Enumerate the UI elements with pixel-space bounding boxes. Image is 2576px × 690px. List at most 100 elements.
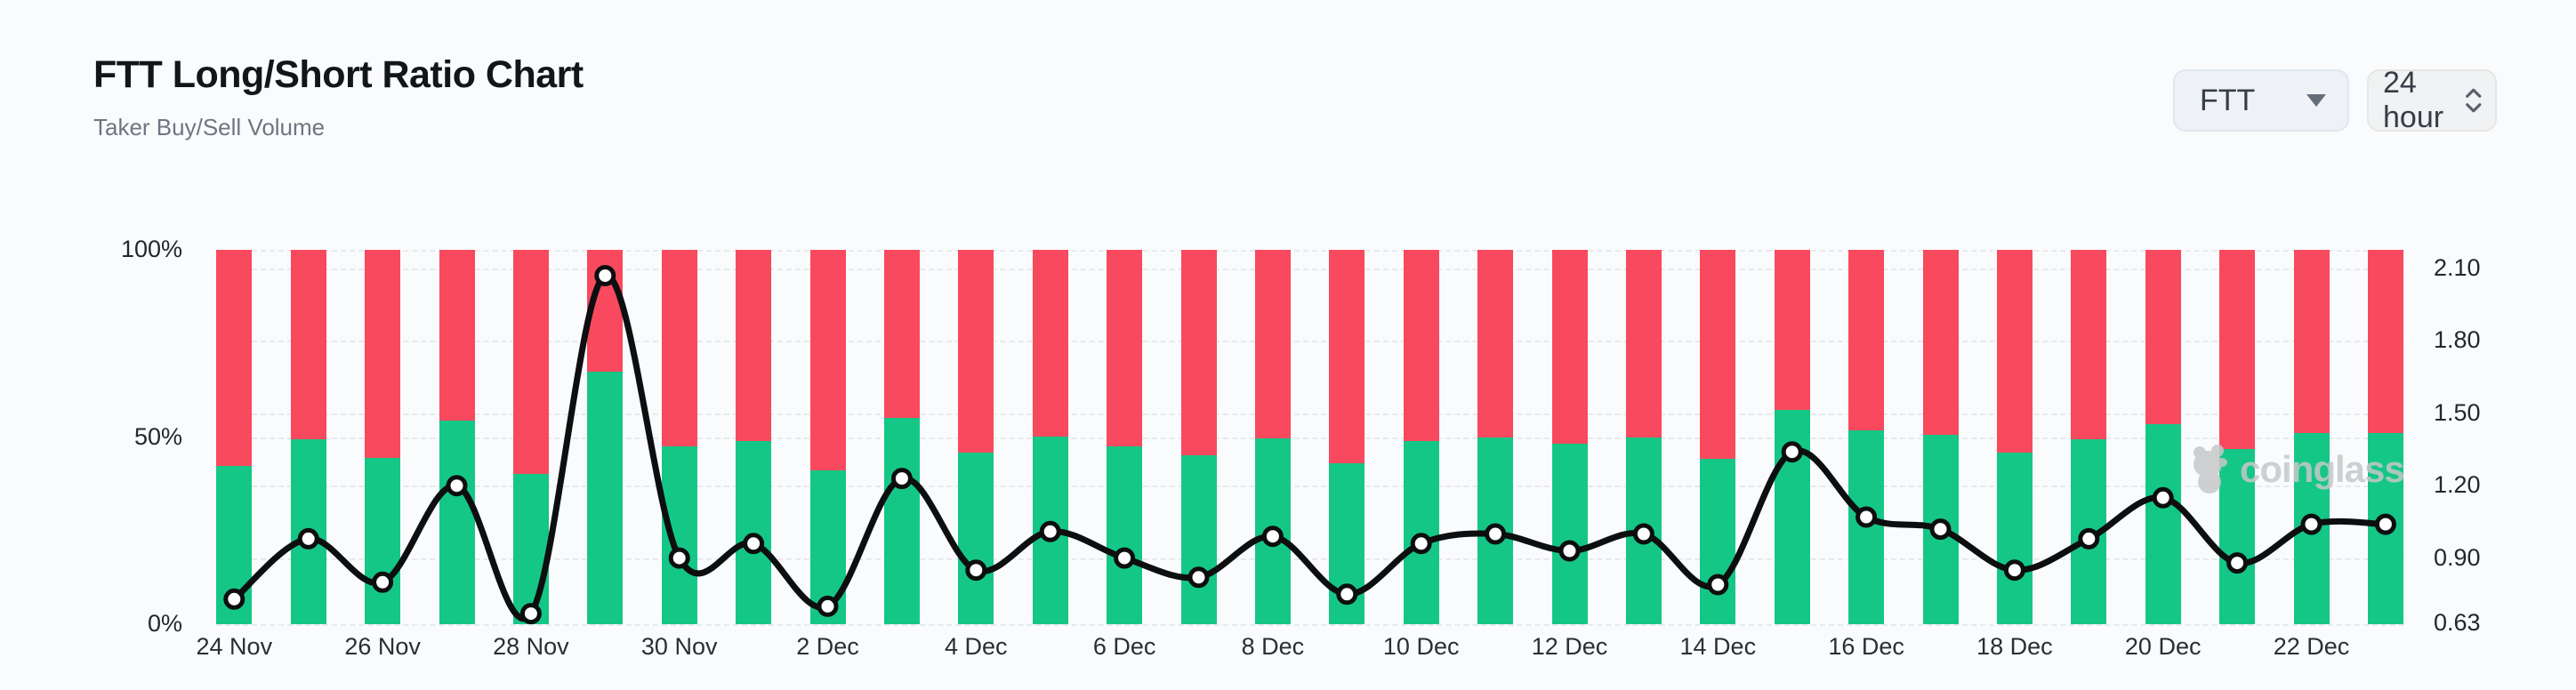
right-axis-tick: 1.20 [2434,471,2481,499]
ratio-point [1485,523,1507,545]
ratio-point [1261,526,1284,548]
ratio-line [230,272,2389,622]
caret-down-icon [2306,94,2326,107]
ratio-point [1929,518,1952,541]
short-segment [661,250,697,447]
long-segment [883,417,920,624]
short-segment [2293,250,2330,434]
volume-bar [736,250,772,624]
volume-bar [2145,250,2181,624]
chart-plot-area[interactable] [216,250,2404,626]
long-segment [439,420,475,624]
short-segment [1329,250,1365,464]
short-segment [2145,250,2181,424]
short-segment [958,250,994,453]
short-segment [736,250,772,441]
right-axis-tick: 0.90 [2434,543,2481,571]
coinglass-watermark: coinglass [2190,445,2405,494]
ratio-point [890,468,913,490]
interval-select-value: 24 hour [2383,66,2444,134]
short-segment [809,250,846,470]
x-axis-tick: 18 Dec [1976,633,2053,660]
x-axis-tick: 28 Nov [493,633,569,660]
short-segment [1403,250,1439,441]
left-axis-tick: 0% [147,610,182,637]
short-segment [439,250,475,421]
ratio-point [1856,506,1878,528]
ratio-point [668,547,690,569]
page-title: FTT Long/Short Ratio Chart [93,53,584,96]
ratio-point [594,265,616,286]
ratio-point [1336,583,1358,606]
x-axis-tick: 6 Dec [1092,633,1156,660]
right-axis-tick: 0.63 [2434,608,2481,636]
short-segment [1107,250,1143,447]
interval-select[interactable]: 24 hour [2367,66,2497,134]
up-down-chevrons-icon [2466,88,2482,113]
x-axis-tick: 26 Nov [344,633,421,660]
volume-bar [1180,250,1217,624]
short-segment [883,250,920,418]
ratio-point [1410,533,1432,555]
volume-bar [661,250,697,624]
right-axis-tick: 1.80 [2434,326,2481,354]
long-segment [958,452,994,624]
ratio-line-layer [223,265,2396,625]
short-segment [1180,250,1217,456]
x-axis-tick: 2 Dec [796,633,859,660]
ratio-point [2374,513,2396,535]
volume-bar [1700,250,1736,624]
ratio-point [446,475,468,497]
x-axis-tick: 8 Dec [1241,633,1305,660]
short-segment [1551,250,1588,445]
gridline [216,250,2404,252]
gridline [216,437,2404,439]
left-axis-tick: 100% [120,236,182,262]
x-axis-tick: 12 Dec [1531,633,1608,660]
x-axis-tick: 14 Dec [1679,633,1757,660]
ratio-point [297,527,319,550]
long-segment [512,474,549,624]
ratio-point [817,595,839,617]
short-segment [1032,250,1068,437]
x-axis-tick: 4 Dec [945,633,1008,660]
symbol-select-value: FTT [2200,83,2256,117]
gridline [216,341,2404,343]
symbol-select[interactable]: FTT [2173,69,2349,132]
volume-bar [2219,250,2256,624]
coinglass-bear-icon [2194,445,2227,493]
short-segment [1477,250,1514,437]
long-segment [1700,459,1736,624]
long-segment [2219,448,2256,624]
volume-bar [1551,250,1588,624]
ratio-point [372,571,394,593]
watermark-label: coinglass [2240,448,2405,490]
ratio-point [743,533,765,555]
right-axis-tick: 2.10 [2434,253,2481,281]
short-segment [1625,250,1662,437]
ratio-point [519,603,542,625]
ratio-point [965,559,987,582]
short-segment [1254,250,1291,438]
long-segment [587,372,624,624]
long-segment [365,458,401,624]
right-axis-tick: 1.50 [2434,398,2481,426]
ratio-point [2078,527,2100,550]
ratio-point [1039,520,1061,542]
short-segment [216,250,253,467]
short-segment [2367,250,2403,434]
x-axis-tick: 22 Dec [2273,633,2350,660]
gridline [216,485,2404,488]
x-axis-tick: 30 Nov [640,633,718,660]
x-axis-tick: 10 Dec [1382,633,1460,660]
short-segment [1996,250,2033,453]
ratio-point [1632,523,1654,545]
ratio-point [2152,486,2174,509]
volume-bar [1996,250,2033,624]
long-segment [1996,452,2033,624]
short-segment [512,250,549,475]
ratio-point [1707,574,1729,596]
ratio-point [1187,566,1210,589]
short-segment [2219,250,2256,449]
